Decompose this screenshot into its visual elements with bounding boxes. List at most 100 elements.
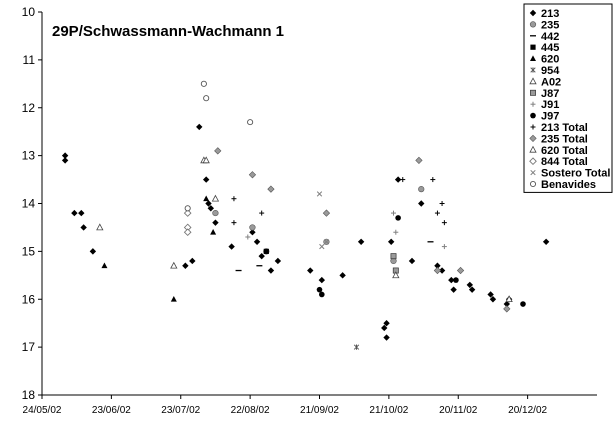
legend-label: A02	[541, 76, 561, 88]
data-point	[183, 228, 192, 237]
data-point	[202, 156, 210, 164]
legend-box	[523, 3, 613, 193]
data-point	[248, 171, 257, 179]
data-point	[316, 286, 323, 293]
legend-label: J91	[541, 99, 559, 111]
data-point	[211, 194, 220, 202]
data-point	[189, 257, 196, 265]
data-point	[253, 238, 261, 245]
legend-marker	[530, 89, 536, 96]
chart-axes	[38, 11, 597, 399]
legend-item: J97	[530, 111, 559, 123]
data-points	[61, 80, 550, 350]
legend-label: 213 Total	[541, 122, 588, 134]
data-point	[505, 295, 513, 303]
data-point	[203, 195, 210, 202]
data-point	[503, 305, 511, 313]
data-point	[184, 205, 191, 212]
data-point	[267, 267, 275, 274]
data-point	[319, 243, 325, 250]
legend-item: 620 Total	[529, 145, 588, 157]
legend-item: 844 Total	[529, 156, 588, 168]
legend-marker	[529, 145, 537, 153]
y-tick-label: 14	[22, 197, 36, 211]
series-445	[263, 248, 269, 254]
series-a02	[96, 156, 513, 303]
legend-label: 235 Total	[541, 133, 588, 145]
data-point	[415, 156, 423, 165]
data-point	[400, 177, 406, 183]
data-point	[212, 209, 219, 217]
series-213	[61, 123, 550, 341]
data-point	[434, 262, 441, 269]
legend-item: 235	[529, 19, 559, 31]
data-point	[357, 238, 365, 245]
data-point	[394, 176, 402, 183]
data-point	[434, 210, 440, 216]
legend-item: J91	[530, 99, 559, 111]
data-point	[441, 220, 447, 226]
legend-item: 954	[530, 65, 560, 77]
data-point	[453, 277, 459, 283]
legend-item: 213	[529, 8, 559, 20]
legend-item: 213 Total	[530, 122, 588, 134]
x-tick-labels: 24/05/02 23/06/02 23/07/02 22/08/02 21/09/02…	[23, 405, 548, 416]
data-point	[438, 267, 446, 274]
data-point	[258, 252, 265, 260]
series-442	[235, 241, 434, 272]
data-point	[439, 201, 445, 206]
legend-marker	[530, 169, 536, 176]
data-point	[339, 272, 346, 279]
data-point	[200, 80, 207, 87]
series-sostero-total	[316, 191, 330, 250]
legend-label: 213	[541, 8, 559, 20]
data-point	[318, 276, 326, 284]
series-235-total	[214, 147, 511, 313]
x-tick-label: 24/05/02	[23, 405, 62, 416]
y-tick-label: 10	[22, 5, 36, 19]
data-point	[61, 152, 69, 159]
data-point	[381, 324, 388, 332]
legend-label: Sostero Total	[541, 168, 610, 180]
data-point	[210, 229, 217, 235]
data-point	[170, 261, 178, 269]
data-point	[408, 257, 416, 265]
legend-marker	[530, 101, 536, 107]
legend-marker	[530, 112, 536, 119]
y-tick-label: 18	[22, 388, 36, 402]
data-point	[202, 176, 210, 183]
legend-marker	[530, 55, 536, 61]
data-point	[390, 253, 397, 260]
legend-item: 445	[530, 42, 559, 54]
data-point	[207, 205, 215, 212]
data-point	[487, 291, 494, 298]
data-point	[316, 191, 323, 197]
data-point	[418, 200, 425, 207]
data-point	[387, 238, 395, 245]
data-point	[263, 248, 269, 254]
data-point	[307, 267, 314, 274]
y-tick-label: 16	[22, 292, 36, 306]
data-point	[80, 224, 87, 231]
data-point	[448, 276, 455, 284]
data-point	[267, 185, 275, 193]
chart-title: 29P/Schwassmann-Wachmann 1	[52, 23, 284, 40]
data-point	[383, 334, 390, 341]
x-tick-label: 20/12/02	[508, 405, 547, 416]
data-point	[249, 224, 256, 231]
data-point	[71, 209, 78, 217]
data-point	[441, 244, 447, 250]
legend-item: Benavides	[529, 179, 596, 191]
data-point	[205, 200, 212, 207]
data-point	[89, 248, 97, 255]
data-point	[418, 186, 425, 193]
data-point	[520, 301, 526, 307]
series-j97	[316, 215, 526, 307]
data-point	[196, 123, 203, 131]
data-point	[101, 262, 108, 269]
legend-label: 954	[541, 65, 560, 77]
data-point	[450, 286, 457, 293]
legend-marker	[529, 134, 537, 143]
data-point	[212, 219, 219, 226]
